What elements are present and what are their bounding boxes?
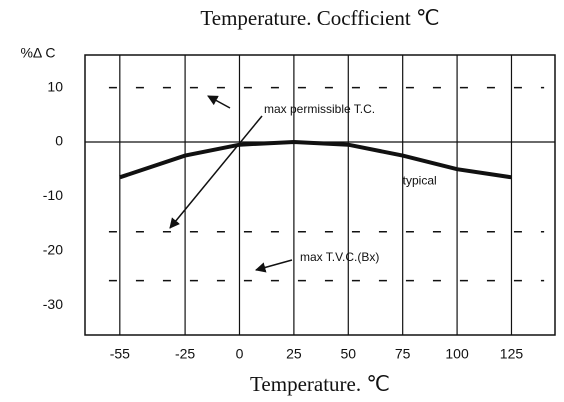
arrow xyxy=(169,115,263,229)
chart-title: Temperature. Cocfficient ℃ xyxy=(200,6,439,30)
x-tick-label: -55 xyxy=(110,346,130,362)
y-tick-label: -10 xyxy=(43,187,63,203)
arrow xyxy=(207,95,231,109)
x-tick-label: -25 xyxy=(175,346,195,362)
x-tick-label: 125 xyxy=(500,346,524,362)
y-tick-label: 10 xyxy=(47,78,63,94)
annotation: max T.V.C.(Bx) xyxy=(300,250,379,264)
y-axis-label: %Δ C xyxy=(20,45,55,61)
series-label: typical xyxy=(403,174,437,188)
x-tick-label: 50 xyxy=(340,346,356,362)
x-tick-label: 75 xyxy=(395,346,411,362)
arrow xyxy=(254,259,293,273)
x-tick-label: 25 xyxy=(286,346,302,362)
x-axis-label: Temperature. ℃ xyxy=(250,372,390,396)
x-tick-label: 0 xyxy=(236,346,244,362)
line xyxy=(119,139,512,180)
y-tick-label: -20 xyxy=(43,241,63,257)
x-tick-label: 100 xyxy=(445,346,469,362)
y-tick-label: -30 xyxy=(43,296,63,312)
annotation: max permissible T.C. xyxy=(264,102,375,116)
y-tick-label: 0 xyxy=(55,133,63,149)
plot-frame xyxy=(84,54,556,336)
